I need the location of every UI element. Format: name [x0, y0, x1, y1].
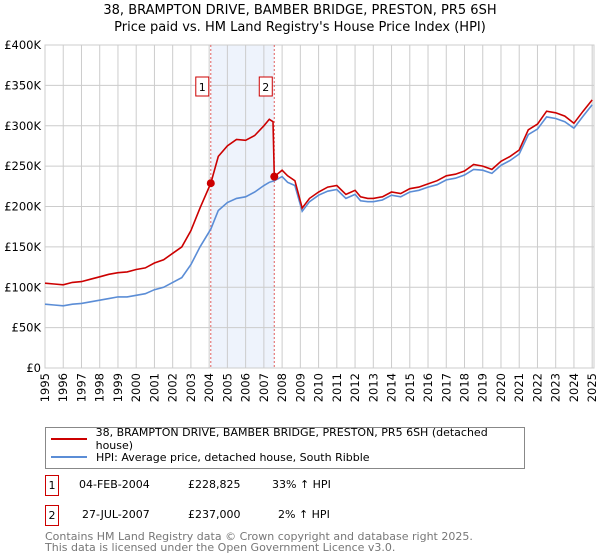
x-tick-label: 2009	[293, 373, 307, 402]
sale-badge	[258, 76, 273, 97]
x-tick-label: 2020	[494, 373, 508, 402]
y-tick-label: £50K	[12, 321, 42, 335]
x-tick-label: 2015	[403, 373, 417, 402]
x-tick-label: 2001	[147, 373, 161, 402]
x-tick-label: 1997	[74, 373, 88, 402]
x-tick-label: 2023	[549, 373, 563, 402]
sale-badge-label: 1	[199, 81, 206, 94]
x-tick-label: 2002	[166, 373, 180, 402]
legend-swatch-blue	[51, 456, 87, 458]
x-tick-label: 2017	[439, 373, 453, 402]
x-tick-label: 2010	[312, 373, 326, 402]
legend-item-hpi: HPI: Average price, detached house, Sout…	[51, 449, 370, 465]
y-tick-label: £350K	[4, 78, 41, 92]
transaction-date: 27-JUL-2007	[82, 508, 150, 521]
transaction-hpi: 33% ↑ HPI	[272, 478, 331, 491]
sale-badge-label: 2	[262, 81, 269, 94]
x-tick-label: 2007	[257, 373, 271, 402]
x-tick-label: 2000	[129, 373, 143, 402]
x-tick-label: 2019	[476, 373, 490, 402]
x-tick-label: 2024	[567, 373, 581, 402]
x-tick-label: 2021	[512, 373, 526, 402]
legend-swatch-red	[51, 438, 87, 440]
transaction-date: 04-FEB-2004	[79, 478, 150, 491]
chart-title: 38, BRAMPTON DRIVE, BAMBER BRIDGE, PREST…	[103, 3, 497, 18]
transaction-badge: 2	[45, 505, 59, 526]
sale-point	[206, 179, 215, 188]
x-tick-label: 2016	[421, 373, 435, 402]
x-tick-label: 2008	[275, 373, 289, 402]
x-tick-label: 2004	[202, 373, 216, 402]
plot-frame	[44, 44, 595, 369]
y-tick-label: £0	[26, 361, 41, 375]
x-tick-label: 2005	[220, 373, 234, 402]
footer-licence: This data is licensed under the Open Gov…	[45, 541, 396, 554]
x-tick-label: 2006	[239, 373, 253, 402]
legend-item-property: 38, BRAMPTON DRIVE, BAMBER BRIDGE, PREST…	[51, 426, 524, 452]
x-tick-label: 1995	[38, 373, 52, 402]
y-tick-label: £300K	[4, 119, 41, 133]
legend: 38, BRAMPTON DRIVE, BAMBER BRIDGE, PREST…	[45, 426, 525, 469]
x-tick-label: 2014	[385, 373, 399, 402]
footer-copyright: Contains HM Land Registry data © Crown c…	[45, 530, 473, 543]
y-tick-label: £400K	[4, 38, 41, 52]
y-tick-label: £150K	[4, 240, 41, 254]
x-tick-label: 1998	[93, 373, 107, 402]
x-tick-label: 2012	[348, 373, 362, 402]
transaction-price: £228,825	[188, 478, 241, 491]
y-tick-label: £200K	[4, 200, 41, 214]
y-tick-label: £250K	[4, 159, 41, 173]
price-chart: £0 £50K £100K £150K £200K £250K £300K £350K £400…	[4, 38, 599, 402]
legend-label-property: 38, BRAMPTON DRIVE, BAMBER BRIDGE, PREST…	[95, 426, 488, 452]
x-tick-label: 2011	[330, 373, 344, 402]
x-tick-label: 1999	[111, 373, 125, 402]
transaction-price: £237,000	[188, 508, 241, 521]
sale-badge	[195, 76, 210, 97]
legend-label-hpi: HPI: Average price, detached house, Sout…	[96, 450, 370, 464]
hpi-line	[44, 104, 593, 307]
property-price-line	[44, 99, 593, 286]
x-tick-label: 2013	[366, 373, 380, 402]
transaction-badge: 1	[45, 475, 59, 496]
x-tick-label: 2018	[458, 373, 472, 402]
transaction-hpi: 2% ↑ HPI	[278, 508, 330, 521]
y-tick-label: £100K	[4, 280, 41, 294]
x-tick-label: 2025	[585, 373, 599, 402]
x-tick-label: 2003	[184, 373, 198, 402]
footer: Contains HM Land Registry data © Crown c…	[45, 531, 473, 553]
sale-point	[270, 172, 279, 181]
x-tick-label: 2022	[530, 373, 544, 402]
chart-subtitle: Price paid vs. HM Land Registry's House …	[114, 20, 486, 35]
x-tick-label: 1996	[56, 373, 70, 402]
